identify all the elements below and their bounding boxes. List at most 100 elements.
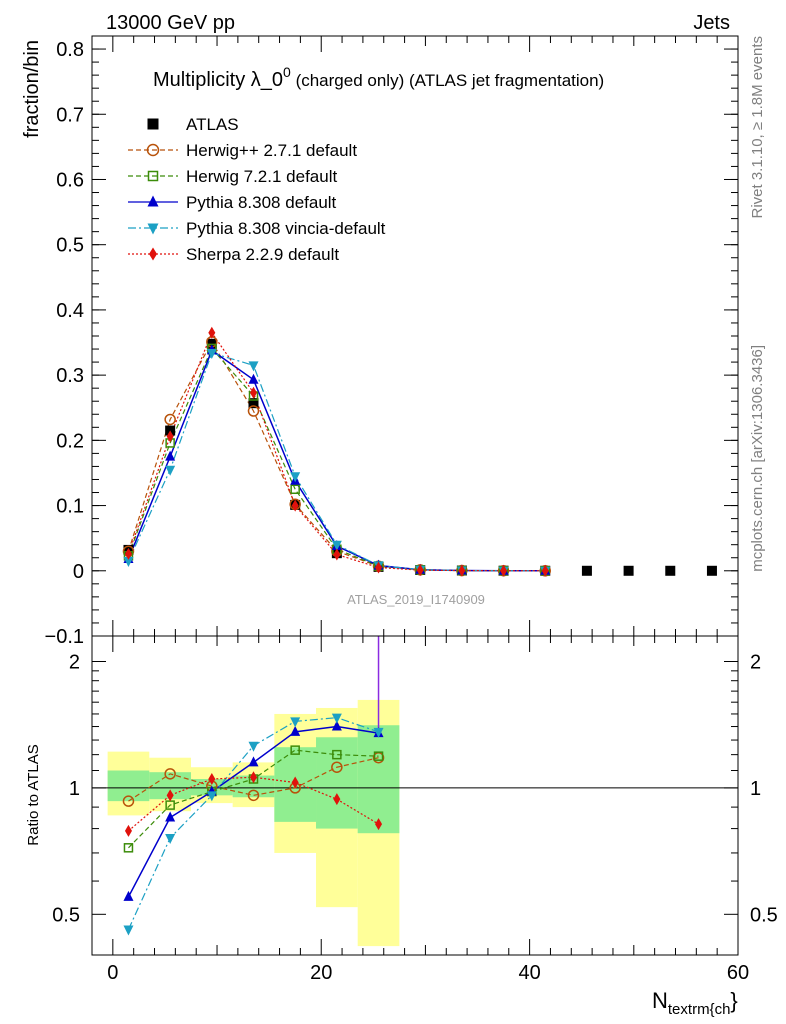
main-point-0-11 bbox=[581, 565, 592, 576]
ratio-point-2-4 bbox=[290, 725, 301, 736]
analysis-watermark: ATLAS_2019_I1740909 bbox=[347, 592, 485, 607]
ratio-point-0-0 bbox=[122, 795, 135, 807]
plot-title-rest: (charged only) (ATLAS jet fragmentation) bbox=[291, 71, 604, 90]
ratio-point-1-5 bbox=[332, 749, 342, 760]
legend-marker-5 bbox=[149, 247, 157, 261]
main-point-1-1 bbox=[164, 413, 176, 426]
ratio-xlabel-close: } bbox=[730, 988, 737, 1013]
ratio-line-0 bbox=[128, 757, 379, 802]
ratio-point-0-5 bbox=[331, 761, 343, 773]
legend-label-4: Pythia 8.308 vincia-default bbox=[186, 219, 386, 238]
ratio-ytick-label: 2 bbox=[69, 651, 80, 673]
main-ytick-label: 0.5 bbox=[56, 235, 84, 257]
ratio-point-1-4 bbox=[290, 745, 300, 755]
ratio-ytick-label-right: 1 bbox=[750, 778, 761, 800]
ratio-point-3-0 bbox=[123, 925, 134, 936]
main-point-5-2 bbox=[208, 326, 216, 339]
main-point-5-8 bbox=[458, 564, 466, 577]
ratio-point-4-1 bbox=[166, 789, 174, 802]
ratio-point-4-6 bbox=[375, 818, 383, 831]
main-point-5-1 bbox=[166, 430, 174, 443]
main-point-5-7 bbox=[416, 564, 424, 577]
ratio-point-2-5 bbox=[331, 720, 342, 731]
main-ylabel: fraction/bin bbox=[21, 40, 43, 138]
ratio-point-4-3 bbox=[250, 771, 257, 784]
ratio-point-0-1 bbox=[164, 768, 176, 780]
ratio-point-2-0 bbox=[123, 890, 134, 901]
legend-marker-0 bbox=[147, 118, 159, 130]
main-point-4-3 bbox=[248, 361, 259, 372]
legend-marker-1 bbox=[146, 143, 160, 157]
rivet-label: Rivet 3.1.10, ≥ 1.8M events bbox=[749, 36, 766, 219]
main-point-5-6 bbox=[375, 561, 383, 574]
ratio-band-inner bbox=[357, 725, 400, 834]
main-point-5-10 bbox=[541, 564, 549, 577]
main-ytick-label: 0.2 bbox=[56, 430, 84, 452]
main-point-4-2 bbox=[206, 348, 217, 359]
header-energy: 13000 GeV pp bbox=[106, 12, 235, 34]
header-category: Jets bbox=[693, 12, 730, 34]
legend-label-5: Sherpa 2.2.9 default bbox=[186, 245, 339, 264]
ratio-point-3-3 bbox=[248, 741, 259, 752]
main-ytick-label: 0.1 bbox=[56, 496, 84, 518]
ratio-series-markers bbox=[122, 713, 385, 936]
main-point-0-3 bbox=[248, 398, 259, 409]
ratio-point-3-6 bbox=[373, 727, 384, 738]
ratio-ytick-label: 0.5 bbox=[52, 904, 80, 926]
ratio-xtick-label: 40 bbox=[518, 962, 540, 984]
ratio-xlabel: Ntextrm{ch} bbox=[652, 988, 738, 1018]
main-point-0-14 bbox=[706, 565, 717, 576]
ratio-point-4-0 bbox=[124, 824, 132, 837]
main-point-0-12 bbox=[623, 565, 634, 576]
ratio-point-2-3 bbox=[248, 756, 259, 767]
ratio-band-inner bbox=[316, 737, 358, 829]
ratio-point-3-5 bbox=[331, 713, 342, 724]
legend-label-3: Pythia 8.308 default bbox=[186, 193, 337, 212]
main-point-5-3 bbox=[250, 386, 257, 399]
main-ytick-label: 0.3 bbox=[56, 365, 84, 387]
ratio-point-2-1 bbox=[165, 811, 176, 822]
main-point-2-4 bbox=[290, 484, 300, 495]
ratio-point-1-0 bbox=[123, 843, 134, 853]
main-point-0-13 bbox=[665, 565, 676, 576]
ratio-band-inner bbox=[232, 775, 275, 798]
ratio-frame bbox=[91, 635, 739, 956]
main-ytick-label: −0.1 bbox=[45, 626, 84, 648]
legend-marker-3 bbox=[147, 195, 159, 207]
ratio-point-0-3 bbox=[247, 789, 260, 802]
legend-label-2: Herwig 7.2.1 default bbox=[186, 167, 337, 186]
ratio-point-4-5 bbox=[333, 793, 341, 806]
ratio-ytick-label-right: 2 bbox=[750, 651, 761, 673]
ratio-ylabel: Ratio to ATLAS bbox=[25, 744, 42, 845]
main-ytick-label: 0 bbox=[73, 561, 84, 583]
plot-title: Multiplicity λ_00 (charged only) (ATLAS … bbox=[153, 64, 604, 91]
main-point-4-5 bbox=[331, 540, 342, 551]
main-point-3-1 bbox=[165, 450, 176, 461]
ratio-ytick-label: 1 bbox=[69, 778, 80, 800]
ratio-xlabel-sub: textrm{ch bbox=[668, 1001, 731, 1018]
legend-marker-2 bbox=[147, 170, 159, 182]
main-point-3-3 bbox=[248, 373, 259, 384]
main-ytick-label: 0.7 bbox=[56, 104, 84, 126]
ratio-xlabel-main: N bbox=[652, 988, 668, 1013]
ratio-point-4-2 bbox=[208, 772, 216, 785]
ratio-point-1-6 bbox=[373, 751, 384, 761]
main-line-1 bbox=[127, 340, 546, 572]
legend-marker-4 bbox=[147, 223, 159, 235]
ratio-point-4-4 bbox=[291, 776, 299, 789]
main-ytick-label: 0.8 bbox=[56, 39, 84, 61]
main-point-5-5 bbox=[333, 548, 341, 561]
plot-title-main: Multiplicity λ_0 bbox=[153, 69, 283, 91]
axes: −0.100.10.20.30.40.50.60.70.80 20 40 600.5 0… bbox=[45, 35, 778, 984]
main-ytick-label: 0.4 bbox=[56, 300, 84, 322]
main-point-5-4 bbox=[291, 499, 299, 512]
main-series-markers bbox=[122, 326, 717, 577]
ratio-xtick-label: 0 bbox=[107, 962, 118, 984]
main-point-4-1 bbox=[165, 465, 176, 476]
plot-title-sup: 0 bbox=[283, 64, 291, 80]
ratio-xtick-label: 60 bbox=[727, 962, 749, 984]
main-point-4-0 bbox=[123, 557, 134, 567]
main-point-5-9 bbox=[500, 564, 508, 577]
ratio-xtick-label: 20 bbox=[310, 962, 332, 984]
